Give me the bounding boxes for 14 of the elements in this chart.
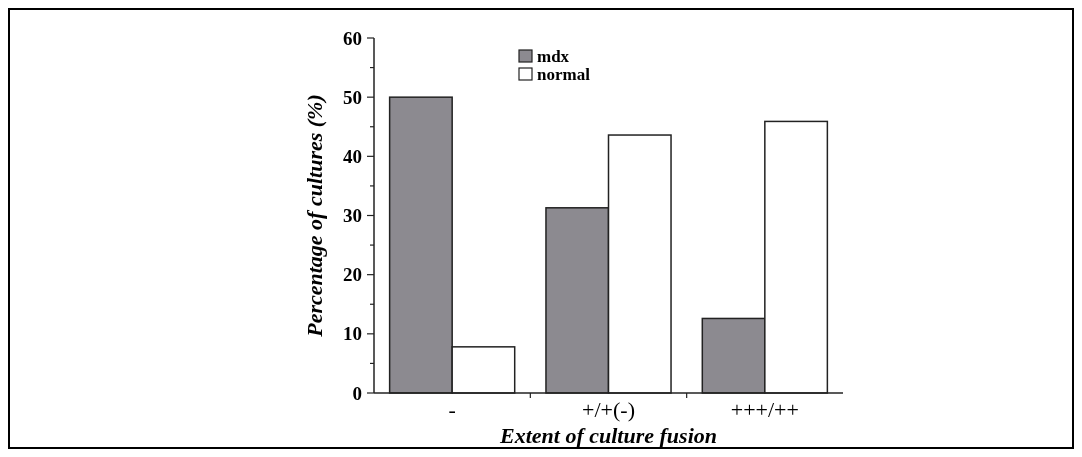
legend-label: mdx (537, 46, 570, 66)
x-tick-label: +/+(-) (582, 397, 635, 422)
y-tick-label: 30 (343, 205, 362, 227)
y-tick-label: 20 (343, 264, 362, 286)
x-axis-title: Extent of culture fusion (499, 423, 717, 448)
x-tick-label: - (448, 397, 456, 422)
y-tick-label: 40 (343, 145, 362, 167)
x-tick-label: +++/++ (730, 397, 799, 422)
y-tick-label: 60 (343, 27, 362, 49)
y-axis-title: Percentage of cultures (%) (302, 94, 327, 338)
y-tick-label: 10 (343, 323, 362, 345)
legend-label: normal (537, 64, 591, 84)
y-tick-label: 0 (352, 382, 362, 404)
y-tick-label: 50 (343, 86, 362, 108)
